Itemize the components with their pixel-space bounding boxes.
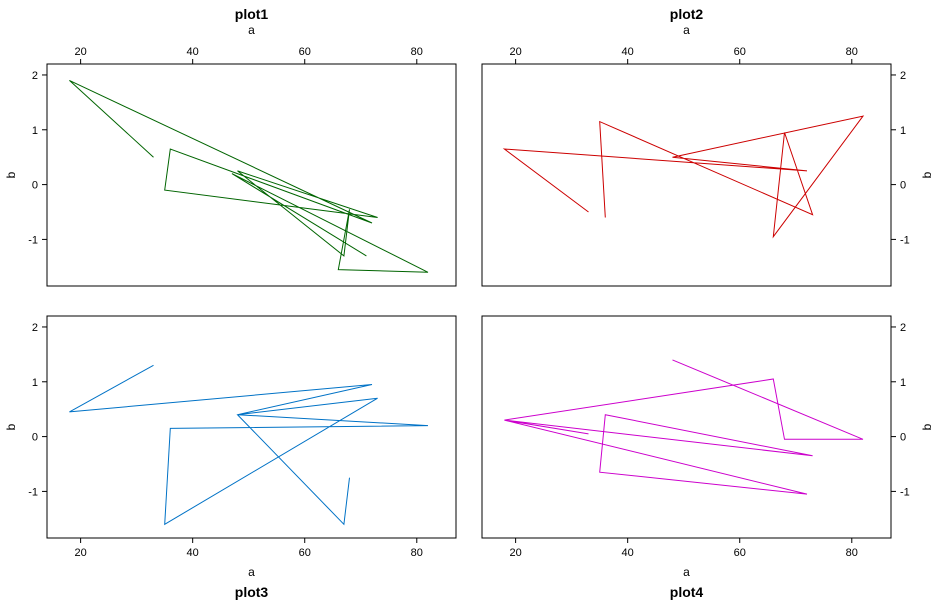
y-tick-label: 0 — [900, 432, 906, 444]
x-tick-label: 40 — [622, 46, 634, 58]
x-axis-label: a — [683, 23, 690, 37]
y-axis-label: b — [4, 423, 18, 430]
x-tick-label: 80 — [411, 46, 423, 58]
y-tick-label: 0 — [900, 180, 906, 192]
series-line-plot3 — [69, 364, 429, 526]
x-tick-label: 80 — [846, 46, 858, 58]
x-tick-label: 80 — [411, 547, 423, 559]
y-tick-label: 2 — [32, 70, 38, 82]
y-tick-label: 0 — [32, 432, 38, 444]
panel-1: 20 40 60 80 -1 0 1 2 a b plot1 — [4, 6, 457, 287]
x-tick-label: 60 — [299, 46, 311, 58]
y-axis-label: b — [4, 171, 18, 178]
x-tick-label: 60 — [734, 46, 746, 58]
y-tick-label: 1 — [32, 125, 38, 137]
panel-2: 20 40 60 80 -1 0 1 2 a b plot2 — [481, 6, 934, 287]
x-tick-label: 20 — [74, 46, 86, 58]
y-axis-label: b — [920, 171, 934, 178]
y-tick-label: 2 — [900, 322, 906, 334]
panel-title: plot1 — [235, 6, 269, 22]
y-tick-label: -1 — [28, 234, 38, 246]
panel-frame — [481, 315, 892, 539]
panel-frame — [481, 63, 892, 287]
x-tick-label: 40 — [187, 46, 199, 58]
series-line-plot4 — [504, 359, 864, 495]
x-tick-label: 40 — [187, 547, 199, 559]
y-tick-label: 1 — [32, 377, 38, 389]
series-line-plot2 — [502, 115, 865, 239]
x-tick-label: 20 — [509, 547, 521, 559]
y-tick-label: 2 — [900, 70, 906, 82]
x-tick-label: 60 — [299, 547, 311, 559]
x-axis-label: a — [248, 23, 255, 37]
panel-title: plot3 — [235, 584, 269, 600]
panel-3: 20 40 60 80 -1 0 1 2 a b plot3 — [4, 315, 457, 600]
y-tick-label: 1 — [900, 125, 906, 137]
panel-4: 20 40 60 80 -1 0 1 2 a b plot4 — [481, 315, 934, 600]
y-tick-label: 1 — [900, 377, 906, 389]
x-tick-label: 40 — [622, 547, 634, 559]
series-line-plot1 — [69, 79, 429, 273]
y-tick-label: 0 — [32, 180, 38, 192]
y-axis-label: b — [920, 423, 934, 430]
panel-frame — [46, 315, 457, 539]
x-tick-label: 80 — [846, 547, 858, 559]
panel-title: plot2 — [670, 6, 704, 22]
panel-frame — [46, 63, 457, 287]
x-axis-label: a — [683, 565, 690, 579]
y-tick-label: 2 — [32, 322, 38, 334]
x-tick-label: 20 — [74, 547, 86, 559]
y-tick-label: -1 — [28, 486, 38, 498]
x-axis-label: a — [248, 565, 255, 579]
x-tick-label: 20 — [509, 46, 521, 58]
y-tick-label: -1 — [900, 234, 910, 246]
panel-title: plot4 — [670, 584, 704, 600]
y-tick-label: -1 — [900, 486, 910, 498]
x-tick-label: 60 — [734, 547, 746, 559]
